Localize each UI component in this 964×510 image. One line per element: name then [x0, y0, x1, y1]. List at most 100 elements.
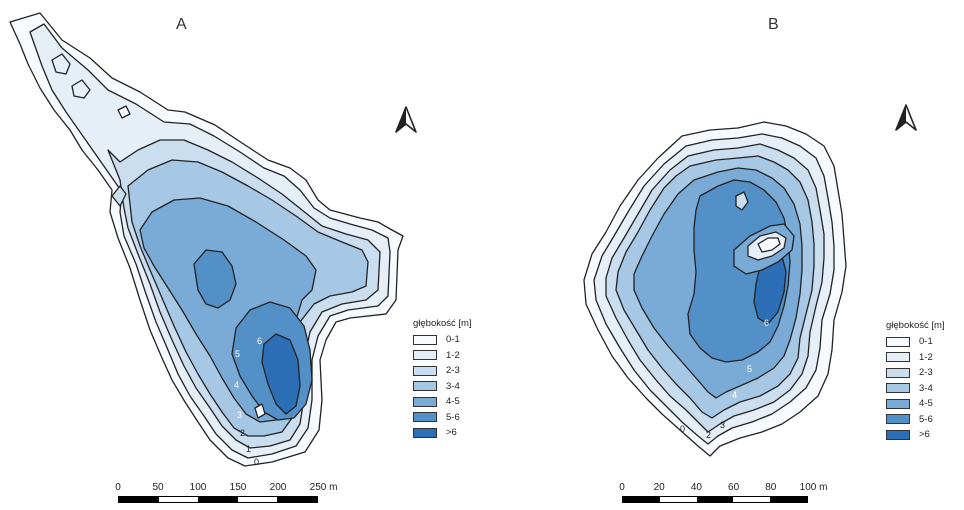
- scale-tick-label: 200: [269, 482, 287, 493]
- legend-swatch-3-4: [886, 383, 910, 394]
- legend-item: 0-1: [413, 332, 472, 348]
- legend-label: 4-5: [446, 396, 460, 408]
- scale-tick-label: 250 m: [309, 482, 338, 493]
- legend-swatch-over-6: [886, 429, 910, 440]
- legend-label: 0-1: [446, 334, 460, 346]
- scale-segment: [119, 497, 159, 502]
- lake-a-island: [117, 105, 131, 119]
- legend-label: 5-6: [446, 411, 460, 423]
- scale-bar-b: 0 20 40 60 80 100 m: [619, 482, 827, 503]
- scale-segment: [696, 497, 734, 502]
- scale-tick-label: 150: [229, 482, 247, 493]
- scale-labels: 0 20 40 60 80 100 m: [619, 482, 827, 496]
- lake-a-shallow-pocket: [51, 53, 71, 75]
- legend-item: >6: [886, 427, 945, 443]
- depth-label-0: 0: [254, 457, 259, 467]
- legend-label: 4-5: [919, 398, 933, 410]
- legend-label: 1-2: [919, 351, 933, 363]
- legend-item: 5-6: [886, 412, 945, 428]
- scale-tick-label: 40: [690, 482, 702, 493]
- scale-bar-segments: [118, 496, 318, 503]
- legend-title: głębokość [m]: [413, 318, 472, 329]
- legend-swatch-2-3: [886, 367, 910, 378]
- panel-b: 0 2 3 4 5 6 B głębokość [m] 0-1 1-2 2-3 …: [482, 0, 964, 510]
- lake-a-shallow-pocket: [111, 185, 127, 207]
- lake-a-depth-5-6-basin: [193, 249, 237, 309]
- legend-a: głębokość [m] 0-1 1-2 2-3 3-4 4-5 5-6 >6: [413, 318, 472, 441]
- legend-item: 0-1: [886, 334, 945, 350]
- north-arrow-icon: [395, 106, 417, 133]
- legend-item: 3-4: [886, 381, 945, 397]
- legend-swatch-3-4: [413, 381, 437, 392]
- scale-tick-label: 20: [653, 482, 665, 493]
- legend-title: głębokość [m]: [886, 320, 945, 331]
- scale-segment: [770, 497, 807, 502]
- legend-swatch-4-5: [886, 398, 910, 409]
- lake-a-bathymetry-map: 0 1 2 3 4 5 6: [9, 12, 404, 467]
- scale-segment: [198, 497, 238, 502]
- depth-label-6: 6: [257, 336, 262, 346]
- legend-item: 4-5: [413, 394, 472, 410]
- legend-item: 1-2: [413, 348, 472, 364]
- lake-b-island: [757, 237, 781, 253]
- legend-item: 2-3: [886, 365, 945, 381]
- depth-label-1: 1: [246, 444, 251, 454]
- legend-swatch-5-6: [886, 414, 910, 425]
- legend-label: 3-4: [446, 380, 460, 392]
- depth-label-5: 5: [235, 349, 240, 359]
- legend-label: 2-3: [446, 365, 460, 377]
- depth-label-3: 3: [237, 410, 242, 420]
- depth-label-2: 2: [240, 428, 245, 438]
- lake-b-depth-labels: 0 2 3 4 5 6: [680, 318, 769, 440]
- lake-b-bathymetry-map: 0 2 3 4 5 6: [583, 121, 847, 457]
- scale-segment: [623, 497, 660, 502]
- scale-segment: [277, 497, 317, 502]
- legend-swatch-4-5: [413, 396, 437, 407]
- legend-swatch-0-1: [886, 336, 910, 347]
- lake-a-depth-labels: 0 1 2 3 4 5 6: [234, 336, 262, 467]
- scale-labels: 0 50 100 150 200 250 m: [115, 482, 337, 496]
- legend-item: 3-4: [413, 379, 472, 395]
- legend-label: 1-2: [446, 349, 460, 361]
- legend-swatch-1-2: [886, 352, 910, 363]
- legend-item: 2-3: [413, 363, 472, 379]
- panel-label-a: A: [176, 16, 187, 33]
- depth-label-4: 4: [732, 390, 737, 400]
- legend-item: >6: [413, 425, 472, 441]
- scale-tick-label: 50: [152, 482, 164, 493]
- legend-label: 2-3: [919, 367, 933, 379]
- panel-label-b: B: [768, 16, 779, 33]
- scale-bar-a: 0 50 100 150 200 250 m: [115, 482, 337, 503]
- scale-tick-label: 80: [765, 482, 777, 493]
- scale-segment: [659, 497, 697, 502]
- legend-swatch-0-1: [413, 334, 437, 345]
- legend-label: >6: [446, 427, 457, 439]
- lake-a-island: [254, 403, 266, 419]
- depth-label-3: 3: [720, 420, 725, 430]
- legend-swatch-over-6: [413, 427, 437, 438]
- north-arrow-icon: [895, 104, 917, 131]
- legend-label: 0-1: [919, 336, 933, 348]
- lake-b-shallow-pocket: [735, 191, 749, 211]
- legend-swatch-1-2: [413, 350, 437, 361]
- legend-swatch-5-6: [413, 412, 437, 423]
- panel-a: 0 1 2 3 4 5 6 A głębokość [m] 0-1 1-2 2-…: [9, 12, 472, 503]
- legend-b: głębokość [m] 0-1 1-2 2-3 3-4 4-5 5-6 >6: [886, 320, 945, 443]
- legend-item: 4-5: [886, 396, 945, 412]
- scale-tick-label: 100: [189, 482, 207, 493]
- legend-label: 5-6: [919, 413, 933, 425]
- legend-label: 3-4: [919, 382, 933, 394]
- lake-a-shallow-pocket: [71, 79, 91, 99]
- scale-tick-label: 100 m: [799, 482, 828, 493]
- depth-label-0: 0: [680, 424, 685, 434]
- legend-item: 1-2: [886, 350, 945, 366]
- legend-swatch-2-3: [413, 365, 437, 376]
- legend-item: 5-6: [413, 410, 472, 426]
- scale-tick-label: 0: [115, 482, 121, 493]
- lake-a-depth-over-6-zone: [261, 333, 301, 415]
- scale-tick-label: 60: [728, 482, 740, 493]
- depth-label-6: 6: [764, 318, 769, 328]
- scale-segment: [158, 497, 199, 502]
- depth-label-5: 5: [747, 364, 752, 374]
- depth-label-4: 4: [234, 380, 239, 390]
